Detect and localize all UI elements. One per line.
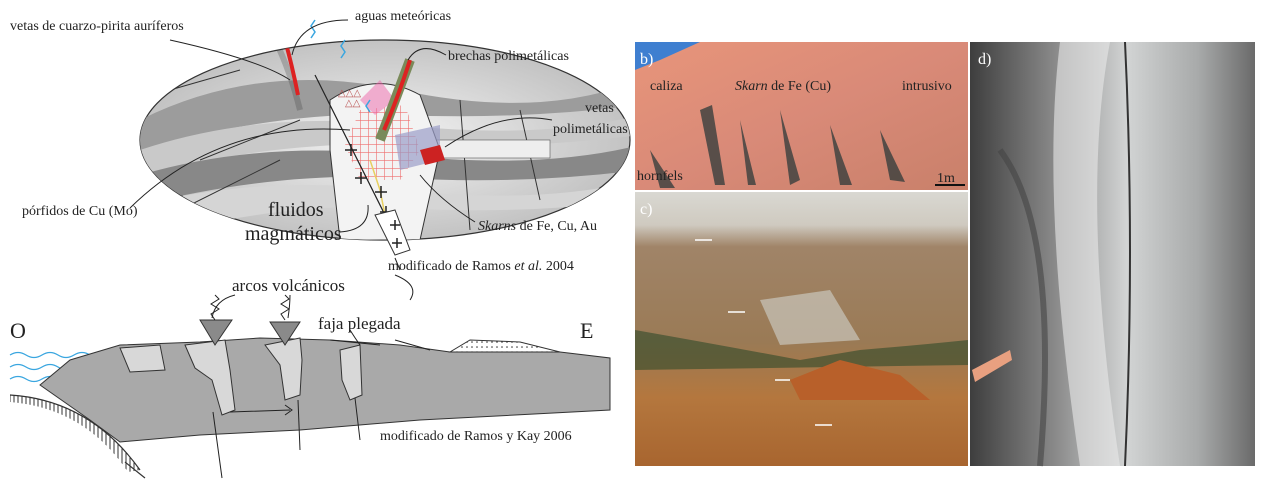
label: pórfidos de Cu (Mo) [22, 204, 138, 219]
label: E [580, 318, 593, 343]
credit-part: modificado de Ramos [388, 259, 514, 274]
label: vetas de cuarzo-pirita auríferos [10, 19, 184, 34]
photo-label: intrusivo [902, 79, 952, 94]
photo-label: 1m [937, 171, 955, 186]
label-part: Skarns [478, 219, 517, 234]
label: aguas meteóricas [355, 9, 451, 24]
photo-b [635, 42, 968, 190]
block-diagram: △△△△△ [129, 19, 631, 301]
label: magmáticos [245, 223, 342, 245]
photo-c [635, 192, 968, 466]
panel-tag: c) [640, 201, 652, 218]
svg-text:△△△: △△△ [338, 88, 361, 99]
cross-section [9, 294, 611, 479]
photo-label-part: de Fe (Cu) [768, 79, 832, 94]
label-part: de Fe, Cu, Au [516, 219, 597, 234]
photo-label: hornfels [637, 169, 683, 184]
label: faja plegada [318, 314, 401, 333]
label: brechas polimetálicas [448, 49, 569, 64]
credit-part: 2004 [542, 259, 574, 274]
label: polimetálicas [553, 122, 628, 137]
label: vetas [585, 101, 614, 116]
photo-label-part: Skarn [735, 79, 768, 94]
photo-label: caliza [650, 79, 683, 94]
photo-label: Skarn de Fe (Cu) [735, 79, 831, 94]
credit: modificado de Ramos y Kay 2006 [380, 429, 572, 444]
credit: modificado de Ramos et al. 2004 [388, 259, 574, 274]
panel-tag: b) [640, 51, 653, 68]
svg-text:△△: △△ [345, 98, 361, 109]
credit-part: et al. [514, 259, 542, 274]
photo-d [970, 41, 1255, 467]
label: O [10, 318, 26, 343]
label: arcos volcánicos [232, 276, 345, 295]
label: fluidos [268, 199, 324, 221]
panel-tag: d) [978, 51, 991, 68]
label: Skarns de Fe, Cu, Au [478, 219, 597, 234]
